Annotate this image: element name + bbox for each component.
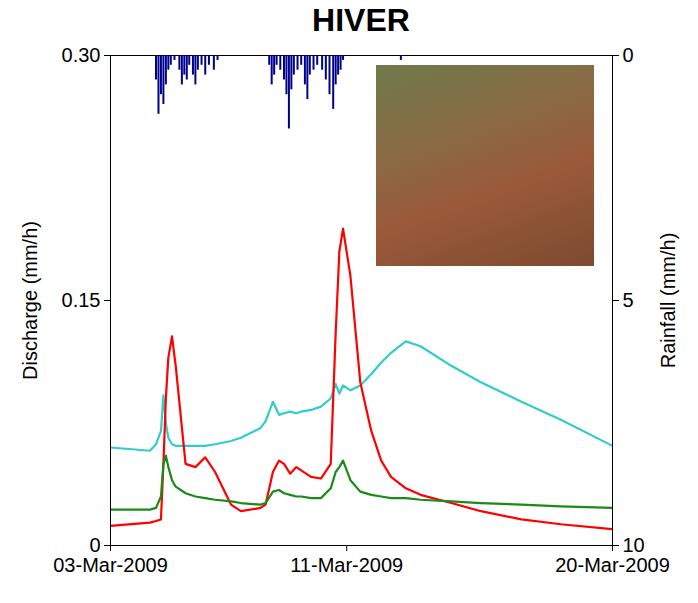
svg-text:0.15: 0.15 <box>62 289 101 311</box>
html-text:HIVER: HIVER <box>312 2 410 38</box>
svg-text:5: 5 <box>623 289 634 311</box>
svg-text:0: 0 <box>623 44 634 66</box>
svg-text:10: 10 <box>623 534 645 556</box>
svg-text:Rainfall (mm/h): Rainfall (mm/h) <box>657 233 679 369</box>
svg-text:0.30: 0.30 <box>62 44 101 66</box>
svg-text:Discharge (mm/h): Discharge (mm/h) <box>19 221 41 380</box>
svg-text:0: 0 <box>89 534 100 556</box>
svg-text:20-Mar-2009: 20-Mar-2009 <box>555 554 670 576</box>
svg-text:11-Mar-2009: 11-Mar-2009 <box>290 554 403 576</box>
svg-text:03-Mar-2009: 03-Mar-2009 <box>53 554 168 576</box>
